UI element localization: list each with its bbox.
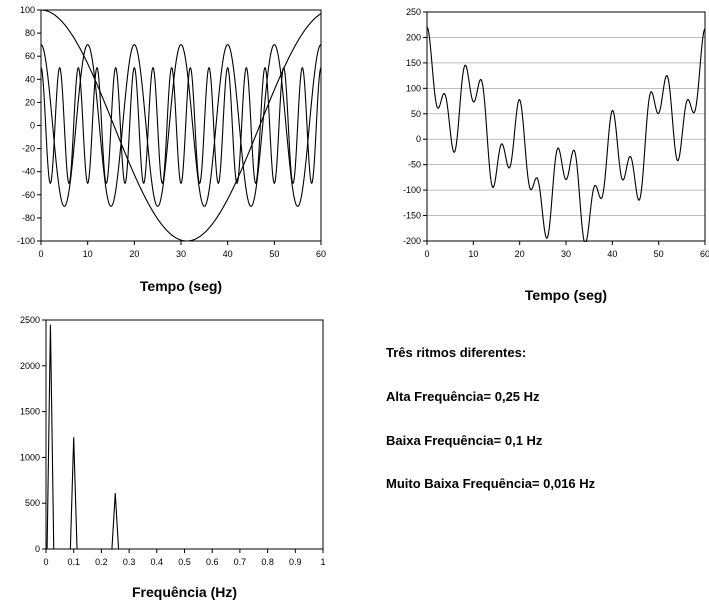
y-tick-label: 150 (406, 58, 421, 68)
x-tick-label: 0 (38, 249, 43, 259)
x-tick-label: 20 (129, 249, 139, 259)
y-tick-label: 100 (406, 83, 421, 93)
y-tick-label: 0 (416, 134, 421, 144)
y-tick-label: 1500 (20, 407, 40, 417)
y-tick-label: 0 (35, 544, 40, 554)
y-tick-label: 0 (30, 121, 35, 131)
x-tick-label: 0.2 (95, 557, 108, 567)
x-axis-label: Tempo (seg) (525, 287, 607, 303)
x-tick-label: 0.6 (206, 557, 219, 567)
y-tick-label: 60 (25, 51, 35, 61)
x-tick-label: 0.5 (178, 557, 191, 567)
y-tick-label: -80 (22, 213, 35, 223)
x-axis-label: Tempo (seg) (140, 278, 222, 294)
x-tick-label: 0.4 (151, 557, 164, 567)
x-tick-label: 60 (316, 249, 326, 259)
wave-series-1 (41, 9, 321, 242)
note-high-frequency: Alta Frequência= 0,25 Hz (386, 389, 540, 404)
y-tick-label: 500 (25, 498, 40, 508)
y-tick-label: 80 (25, 28, 35, 38)
x-tick-label: 0 (424, 249, 429, 259)
x-tick-label: 0.3 (123, 557, 136, 567)
x-tick-label: 0.1 (67, 557, 80, 567)
y-tick-label: -200 (403, 236, 421, 246)
x-tick-label: 50 (654, 249, 664, 259)
plot-frame (426, 11, 706, 242)
x-tick-label: 10 (468, 249, 478, 259)
y-tick-label: -40 (22, 167, 35, 177)
spectrum-peak-3 (111, 493, 120, 550)
x-tick-label: 1 (320, 557, 325, 567)
y-tick-label: -50 (408, 160, 421, 170)
y-tick-label: 200 (406, 32, 421, 42)
y-tick-label: 20 (25, 97, 35, 107)
x-tick-label: 30 (561, 249, 571, 259)
note-low-frequency: Baixa Frequência= 0,1 Hz (386, 433, 543, 448)
chart-frequency-spectrum: 2500 2000 1500 1000 500 00 0.1 0.2 0.3 0.4 0.5 0.6 0… (20, 315, 326, 600)
y-tick-label: 2500 (20, 315, 40, 325)
x-tick-label: 40 (607, 249, 617, 259)
x-tick-label: 0.8 (261, 557, 274, 567)
y-tick-label: 50 (411, 109, 421, 119)
y-tick-label: 250 (406, 7, 421, 17)
x-tick-label: 40 (223, 249, 233, 259)
wave-series-3 (41, 66, 321, 185)
y-tick-label: 40 (25, 74, 35, 84)
y-tick-label: -100 (403, 185, 421, 195)
y-tick-label: -150 (403, 211, 421, 221)
spectrum-peak-2 (69, 437, 78, 550)
y-tick-label: -60 (22, 190, 35, 200)
x-tick-label: 30 (176, 249, 186, 259)
y-tick-label: 2000 (20, 361, 40, 371)
x-tick-label: 0.9 (289, 557, 302, 567)
spectrum-peak-1 (46, 324, 55, 550)
note-very-low-frequency: Muito Baixa Frequência= 0,016 Hz (386, 476, 596, 491)
x-tick-label: 60 (700, 249, 709, 259)
x-tick-label: 50 (269, 249, 279, 259)
y-tick-label: 1000 (20, 452, 40, 462)
x-tick-label: 0 (43, 557, 48, 567)
x-tick-label: 20 (515, 249, 525, 259)
plot-frame (45, 319, 324, 550)
x-tick-label: 10 (83, 249, 93, 259)
wave-series-2 (41, 44, 321, 207)
y-tick-label: -100 (17, 236, 35, 246)
notes-heading: Três ritmos diferentes: (386, 345, 527, 360)
composite-signal-line (427, 26, 705, 242)
y-tick-label: -20 (22, 144, 35, 154)
x-axis-label: Frequência (Hz) (132, 584, 237, 600)
x-tick-label: 0.7 (234, 557, 247, 567)
y-tick-label: 100 (20, 5, 35, 15)
